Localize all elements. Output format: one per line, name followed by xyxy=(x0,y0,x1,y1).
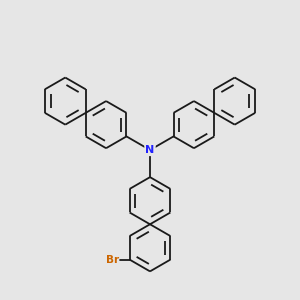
Text: N: N xyxy=(146,145,154,155)
Text: Br: Br xyxy=(106,255,119,265)
